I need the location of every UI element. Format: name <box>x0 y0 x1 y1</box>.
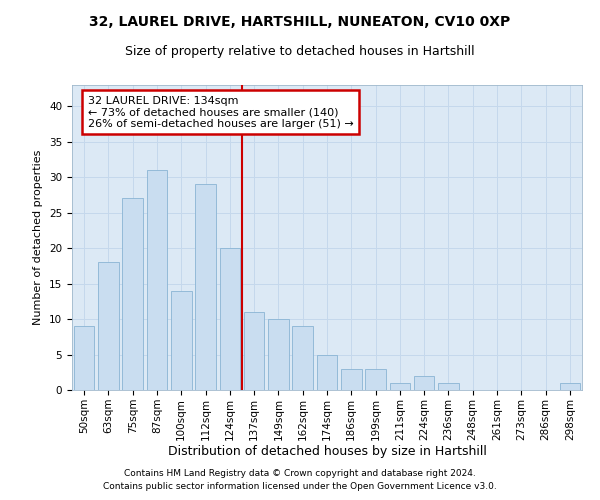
Bar <box>195 184 216 390</box>
Bar <box>560 383 580 390</box>
Bar <box>292 326 313 390</box>
Bar <box>414 376 434 390</box>
X-axis label: Distribution of detached houses by size in Hartshill: Distribution of detached houses by size … <box>167 446 487 458</box>
Bar <box>389 383 410 390</box>
Bar <box>122 198 143 390</box>
Bar <box>220 248 240 390</box>
Bar <box>438 383 459 390</box>
Bar <box>365 368 386 390</box>
Bar <box>268 319 289 390</box>
Bar <box>74 326 94 390</box>
Text: 32 LAUREL DRIVE: 134sqm
← 73% of detached houses are smaller (140)
26% of semi-d: 32 LAUREL DRIVE: 134sqm ← 73% of detache… <box>88 96 353 129</box>
Bar <box>317 354 337 390</box>
Bar <box>341 368 362 390</box>
Bar <box>146 170 167 390</box>
Text: 32, LAUREL DRIVE, HARTSHILL, NUNEATON, CV10 0XP: 32, LAUREL DRIVE, HARTSHILL, NUNEATON, C… <box>89 15 511 29</box>
Text: Contains public sector information licensed under the Open Government Licence v3: Contains public sector information licen… <box>103 482 497 491</box>
Bar <box>98 262 119 390</box>
Bar <box>244 312 265 390</box>
Y-axis label: Number of detached properties: Number of detached properties <box>34 150 43 325</box>
Bar <box>171 290 191 390</box>
Text: Size of property relative to detached houses in Hartshill: Size of property relative to detached ho… <box>125 45 475 58</box>
Text: Contains HM Land Registry data © Crown copyright and database right 2024.: Contains HM Land Registry data © Crown c… <box>124 468 476 477</box>
